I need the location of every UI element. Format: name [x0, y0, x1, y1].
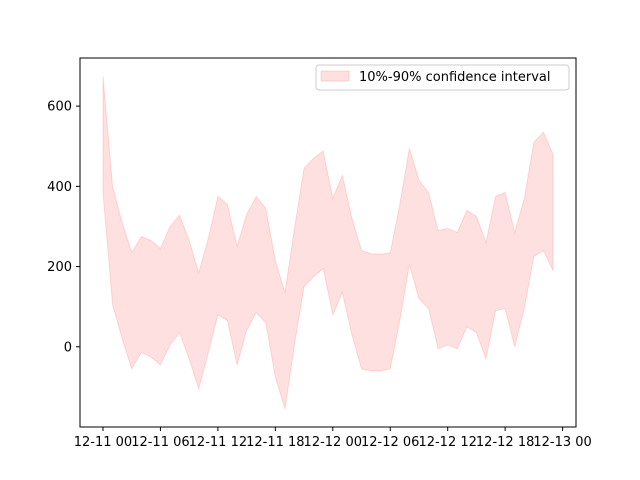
y-tick-label: 200	[47, 260, 72, 275]
x-tick-label: 12-11 00	[74, 435, 132, 450]
legend: 10%-90% confidence interval	[315, 64, 570, 91]
confidence-band-area	[102, 76, 554, 410]
legend-box	[315, 64, 570, 91]
x-tick-label: 12-13 00	[533, 435, 591, 450]
y-tick-label: 600	[47, 100, 72, 115]
x-tick-label: 12-12 18	[476, 435, 534, 450]
x-tick-label: 12-12 00	[304, 435, 362, 450]
y-tick-label: 400	[47, 180, 72, 195]
x-tick-label: 12-12 12	[418, 435, 476, 450]
x-tick-label: 12-11 18	[246, 435, 304, 450]
x-tick-label: 12-11 12	[189, 435, 247, 450]
x-tick-label: 12-12 06	[361, 435, 419, 450]
x-tick-label: 12-11 06	[131, 435, 189, 450]
plot-area	[102, 76, 554, 410]
legend-swatch	[320, 70, 350, 82]
axes-frame	[79, 57, 577, 428]
y-tick-label: 0	[64, 340, 72, 355]
legend-label: 10%-90% confidence interval	[359, 70, 550, 85]
